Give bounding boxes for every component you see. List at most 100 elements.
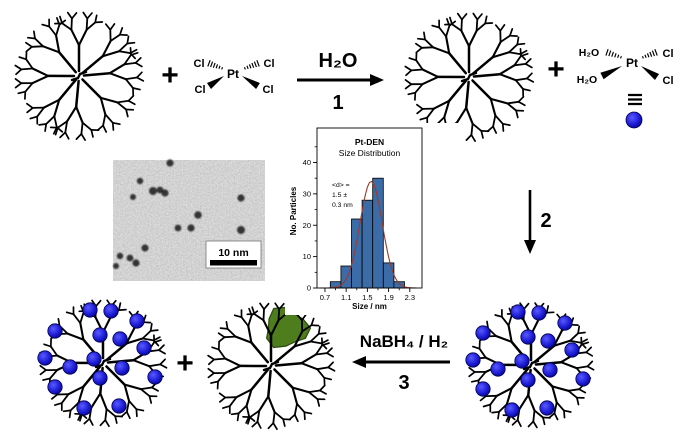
branch-line xyxy=(514,77,528,82)
branch-tip xyxy=(125,108,129,118)
branch-line xyxy=(445,24,451,38)
branch-tip xyxy=(472,345,481,350)
branch-line xyxy=(118,50,132,54)
branch-line xyxy=(445,35,451,55)
branch-line xyxy=(223,335,237,339)
tem-particle-spot xyxy=(166,159,174,167)
branch-line xyxy=(217,372,227,383)
branch-tip xyxy=(211,346,220,351)
branch-tip xyxy=(470,379,480,383)
branch-tip xyxy=(104,419,110,428)
branch-line xyxy=(505,387,513,406)
x-tick-label: 1.9 xyxy=(383,293,393,302)
branch-tip xyxy=(210,380,219,384)
branch-tip xyxy=(327,361,334,369)
branch-line xyxy=(104,408,108,422)
branch-tip xyxy=(57,318,61,327)
branch-tip xyxy=(50,393,59,400)
branch-tip xyxy=(207,358,215,366)
branch-line xyxy=(34,37,44,48)
branch-line xyxy=(575,365,589,370)
branch-line xyxy=(101,50,121,58)
branch-line xyxy=(438,26,448,38)
branch-tip xyxy=(274,302,281,311)
branch-tip xyxy=(25,45,33,53)
branch-tip xyxy=(319,384,326,392)
tem-particle-spot xyxy=(237,226,245,234)
branch-tip xyxy=(576,396,580,406)
branch-tip xyxy=(118,308,127,311)
branch-tip xyxy=(327,366,336,372)
branch-tip xyxy=(321,342,330,347)
y-tick-label: 20 xyxy=(303,221,311,230)
branch-line xyxy=(99,392,108,411)
mean-size-annotation: <d> = xyxy=(332,182,350,189)
branch-line xyxy=(470,122,474,136)
branch-tip xyxy=(132,87,141,91)
branch-tip xyxy=(236,412,240,422)
branch-line xyxy=(104,113,114,124)
branch-line xyxy=(105,408,117,418)
branch-tip xyxy=(233,314,243,319)
branch-line xyxy=(49,345,59,357)
x-tick-label: 1.1 xyxy=(341,293,351,302)
branch-line xyxy=(116,99,130,104)
ptcl4-pt-label: Pt xyxy=(227,67,239,81)
tem-particle-spot xyxy=(116,252,124,260)
branch-tip xyxy=(33,30,36,40)
branch-line xyxy=(31,74,50,85)
branch-line xyxy=(72,313,82,324)
branch-line xyxy=(256,409,261,423)
branch-line xyxy=(234,335,253,344)
histogram-bar xyxy=(361,199,374,289)
branch-tip xyxy=(159,363,168,369)
chart-subtitle: Size Distribution xyxy=(339,148,401,158)
dendrimer-bottom-left-pt-ions xyxy=(37,299,168,428)
branch-tip xyxy=(14,82,23,89)
branch-line xyxy=(432,99,451,110)
branch-line xyxy=(471,55,494,76)
branch-tip xyxy=(18,56,28,61)
branch-tip xyxy=(259,302,265,311)
branch-tip xyxy=(563,409,566,419)
pt-ion-dot xyxy=(465,352,481,368)
branch-line xyxy=(217,348,227,360)
branch-tip xyxy=(520,52,529,57)
branch-line xyxy=(66,105,78,123)
hashed-wedge-bond-icon xyxy=(644,54,647,59)
branch-line xyxy=(123,383,131,402)
branch-line xyxy=(513,63,527,67)
branch-tip xyxy=(43,343,52,348)
pt-ion-dot xyxy=(86,351,102,367)
branch-tip xyxy=(29,115,39,120)
y-tick-label: 40 xyxy=(303,158,311,167)
branch-line xyxy=(467,29,478,48)
branch-tip xyxy=(66,11,73,20)
ptcl4-cl-top-left: Cl xyxy=(194,58,205,70)
branch-tip xyxy=(90,129,94,138)
branch-line xyxy=(60,393,70,405)
hashed-wedge-bond-icon xyxy=(614,53,617,58)
branch-tip xyxy=(509,28,514,37)
pt-ion-dot xyxy=(531,305,547,321)
branch-tip xyxy=(476,13,483,21)
x-tick-label: 2.3 xyxy=(405,293,415,302)
branch-line xyxy=(527,394,536,412)
branch-tip xyxy=(119,27,124,36)
branch-line xyxy=(277,308,281,322)
hashed-wedge-bond-icon xyxy=(646,53,650,58)
pt-ion-dot xyxy=(92,370,108,386)
branch-line xyxy=(25,58,34,70)
branch-line xyxy=(508,43,519,54)
branch-tip xyxy=(134,57,142,64)
branch-line xyxy=(464,80,470,110)
pt-aqua-bond-wedges xyxy=(600,49,660,80)
hashed-wedge-bond-icon xyxy=(246,65,249,70)
branch-line xyxy=(472,72,502,78)
branch-line xyxy=(489,97,509,105)
branch-line xyxy=(447,52,468,75)
branch-line xyxy=(510,367,530,390)
branch-line xyxy=(420,46,435,49)
dendrimer-top-right xyxy=(404,12,535,142)
branch-tip xyxy=(272,422,278,431)
